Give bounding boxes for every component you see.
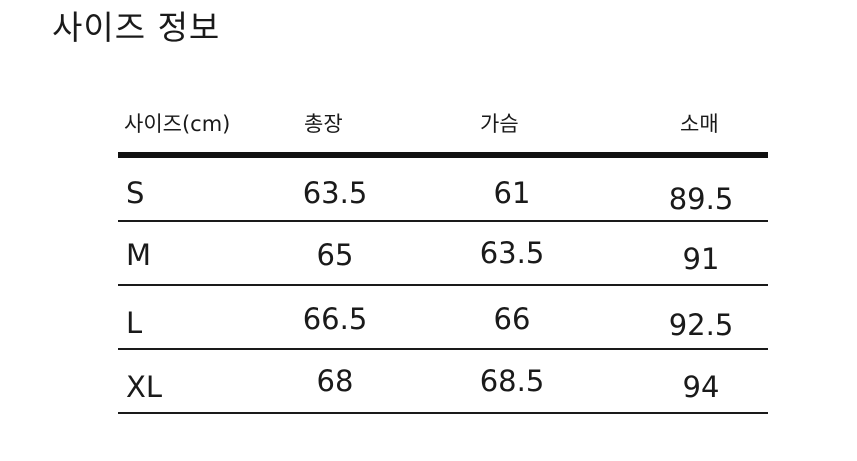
cell-length: 65: [316, 238, 354, 272]
cell-length: 63.5: [302, 176, 368, 210]
size-table: 사이즈(cm) 총장 가슴 소매 S 63.5 61 89.5 M 65 63.…: [118, 100, 768, 414]
header-chest: 가슴: [480, 112, 519, 136]
cell-chest: 63.5: [479, 236, 545, 270]
table-row: S 63.5 61 89.5: [118, 158, 768, 222]
cell-size: S: [126, 176, 145, 210]
cell-size: L: [126, 306, 143, 340]
header-sleeve: 소매: [680, 112, 719, 136]
cell-sleeve: 91: [682, 242, 720, 276]
cell-sleeve: 89.5: [668, 182, 734, 216]
cell-size: XL: [126, 370, 163, 404]
cell-chest: 68.5: [479, 364, 545, 398]
cell-length: 68: [316, 364, 354, 398]
table-row: L 66.5 66 92.5: [118, 286, 768, 350]
header-length: 총장: [304, 112, 343, 136]
header-divider: [118, 152, 768, 158]
header-size: 사이즈(cm): [124, 112, 231, 136]
cell-sleeve: 94: [682, 370, 720, 404]
table-row: M 65 63.5 91: [118, 222, 768, 286]
table-header-row: 사이즈(cm) 총장 가슴 소매: [118, 100, 768, 152]
table-row: XL 68 68.5 94: [118, 350, 768, 414]
cell-chest: 61: [493, 176, 531, 210]
cell-chest: 66: [493, 302, 531, 336]
cell-size: M: [126, 238, 152, 272]
page-title: 사이즈 정보: [52, 8, 221, 47]
cell-sleeve: 92.5: [668, 308, 734, 342]
cell-length: 66.5: [302, 302, 368, 336]
